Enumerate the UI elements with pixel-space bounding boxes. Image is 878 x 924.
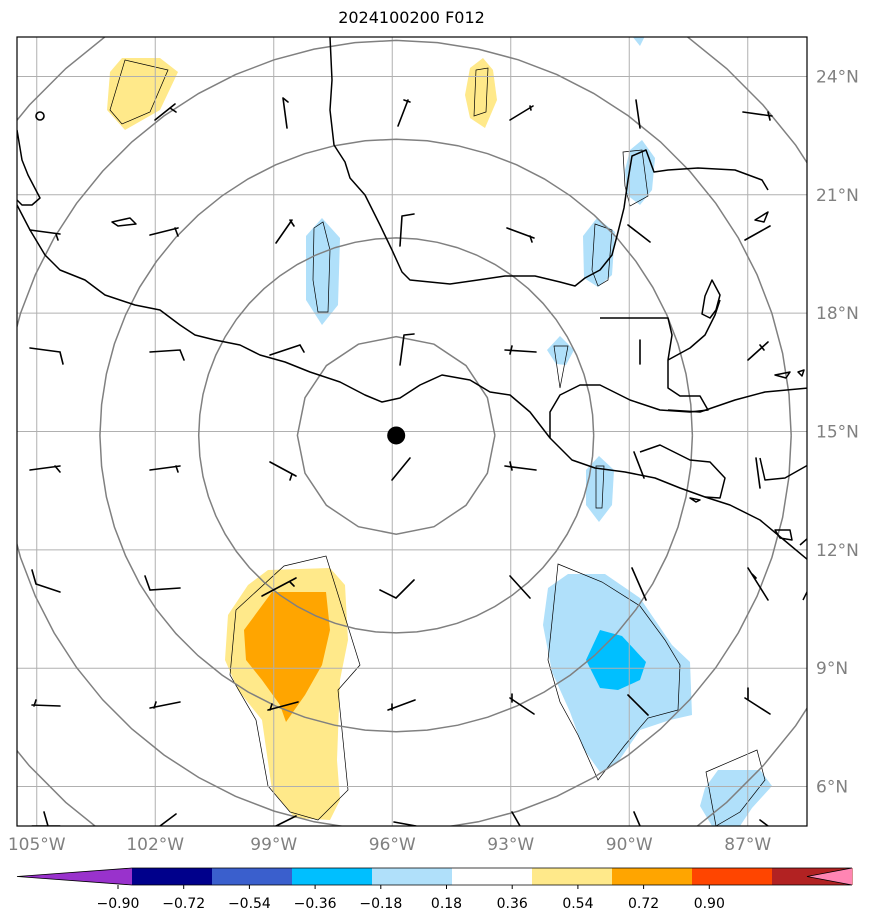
colorbar: −0.90 −0.72 −0.54 −0.36 −0.18 0.18 0.36 0.54 0.7…	[16, 867, 853, 912]
gridlines	[17, 37, 807, 826]
negative-region	[586, 456, 614, 522]
negative-region	[547, 336, 574, 365]
latitude-label: 9°N	[816, 659, 848, 679]
range-ring	[17, 39, 792, 826]
negative-region	[306, 218, 340, 325]
range-ring	[296, 335, 496, 535]
colorbar-tick-label: −0.18	[359, 896, 402, 912]
latitude-label: 12°N	[816, 541, 859, 561]
positive-region	[244, 592, 330, 722]
longitude-label: 105°W	[8, 835, 66, 855]
colorbar-tick-label: −0.36	[294, 896, 337, 912]
latitude-label: 6°N	[816, 778, 848, 798]
positive-region	[465, 58, 497, 128]
longitude-label: 99°W	[250, 835, 297, 855]
longitude-labels: 105°W 102°W 99°W 96°W 93°W 90°W 87°W	[8, 835, 772, 855]
colorbar-tick-label: −0.54	[228, 896, 271, 912]
coastline	[17, 37, 807, 601]
colorbar-tick-label: 0.90	[694, 896, 725, 912]
latitude-label: 21°N	[816, 186, 859, 206]
negative-region	[700, 770, 772, 826]
latitude-label: 18°N	[816, 304, 859, 324]
latitude-label: 15°N	[816, 423, 859, 443]
range-ring	[197, 237, 595, 634]
shaded-field	[107, 37, 772, 826]
colorbar-tick-label: 0.36	[497, 896, 528, 912]
negative-region	[583, 218, 615, 287]
colorbar-tick-label: 0.18	[431, 896, 462, 912]
contour-lines	[109, 59, 766, 826]
colorbar-segment	[132, 868, 213, 885]
longitude-label: 96°W	[369, 835, 416, 855]
longitude-label: 93°W	[487, 835, 534, 855]
storm-center-marker	[387, 426, 406, 445]
colorbar-extend-high	[807, 868, 852, 885]
plot-frame	[16, 36, 808, 827]
colorbar-tick-label: 0.54	[562, 896, 593, 912]
colorbar-segment	[212, 868, 293, 885]
colorbar-segment	[452, 868, 533, 885]
colorbar-segment	[372, 868, 453, 885]
longitude-label: 87°W	[724, 835, 771, 855]
colorbar-extend-low	[17, 868, 132, 885]
wind-barbs	[29, 97, 773, 826]
negative-region	[586, 630, 646, 690]
colorbar-segment	[292, 868, 373, 885]
colorbar-outline	[16, 867, 853, 886]
negative-region	[632, 37, 645, 46]
longitude-label: 90°W	[606, 835, 653, 855]
range-ring	[99, 138, 694, 733]
latitude-labels: 24°N 21°N 18°N 15°N 12°N 9°N 6°N	[816, 67, 859, 797]
colorbar-tick-label: −0.72	[162, 896, 205, 912]
longitude-label: 102°W	[126, 835, 184, 855]
colorbar-segment	[532, 868, 613, 885]
colorbar-tick-label: −0.90	[97, 896, 140, 912]
colorbar-tick-label: 0.72	[628, 896, 659, 912]
colorbar-segment	[612, 868, 693, 885]
colorbar-segment	[692, 868, 773, 885]
map-title: 2024100200 F012	[338, 8, 485, 27]
latitude-label: 24°N	[816, 67, 859, 87]
